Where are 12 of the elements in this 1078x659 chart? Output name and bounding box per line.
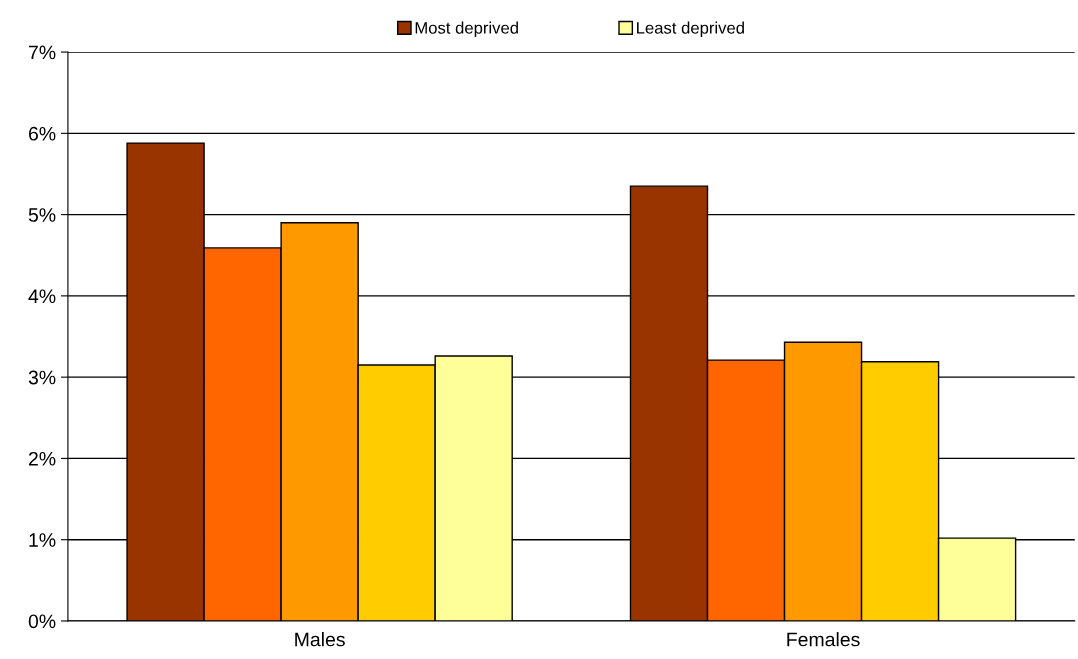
y-tick-label: 6%	[28, 126, 56, 141]
legend-label: Most deprived	[415, 21, 518, 38]
y-tick-label: 1%	[29, 533, 56, 547]
y-tick-label: 5%	[28, 208, 56, 222]
y-tick-label: 4%	[28, 289, 56, 304]
x-tick-label: Males	[295, 632, 345, 647]
legend-label: Least deprived	[637, 21, 744, 38]
y-tick-label: 3%	[28, 370, 56, 385]
y-tick-label: 7%	[29, 45, 56, 60]
y-tick-label: 0%	[28, 614, 56, 629]
x-tick-label: Females	[787, 632, 860, 647]
y-tick-label: 2%	[28, 451, 56, 466]
